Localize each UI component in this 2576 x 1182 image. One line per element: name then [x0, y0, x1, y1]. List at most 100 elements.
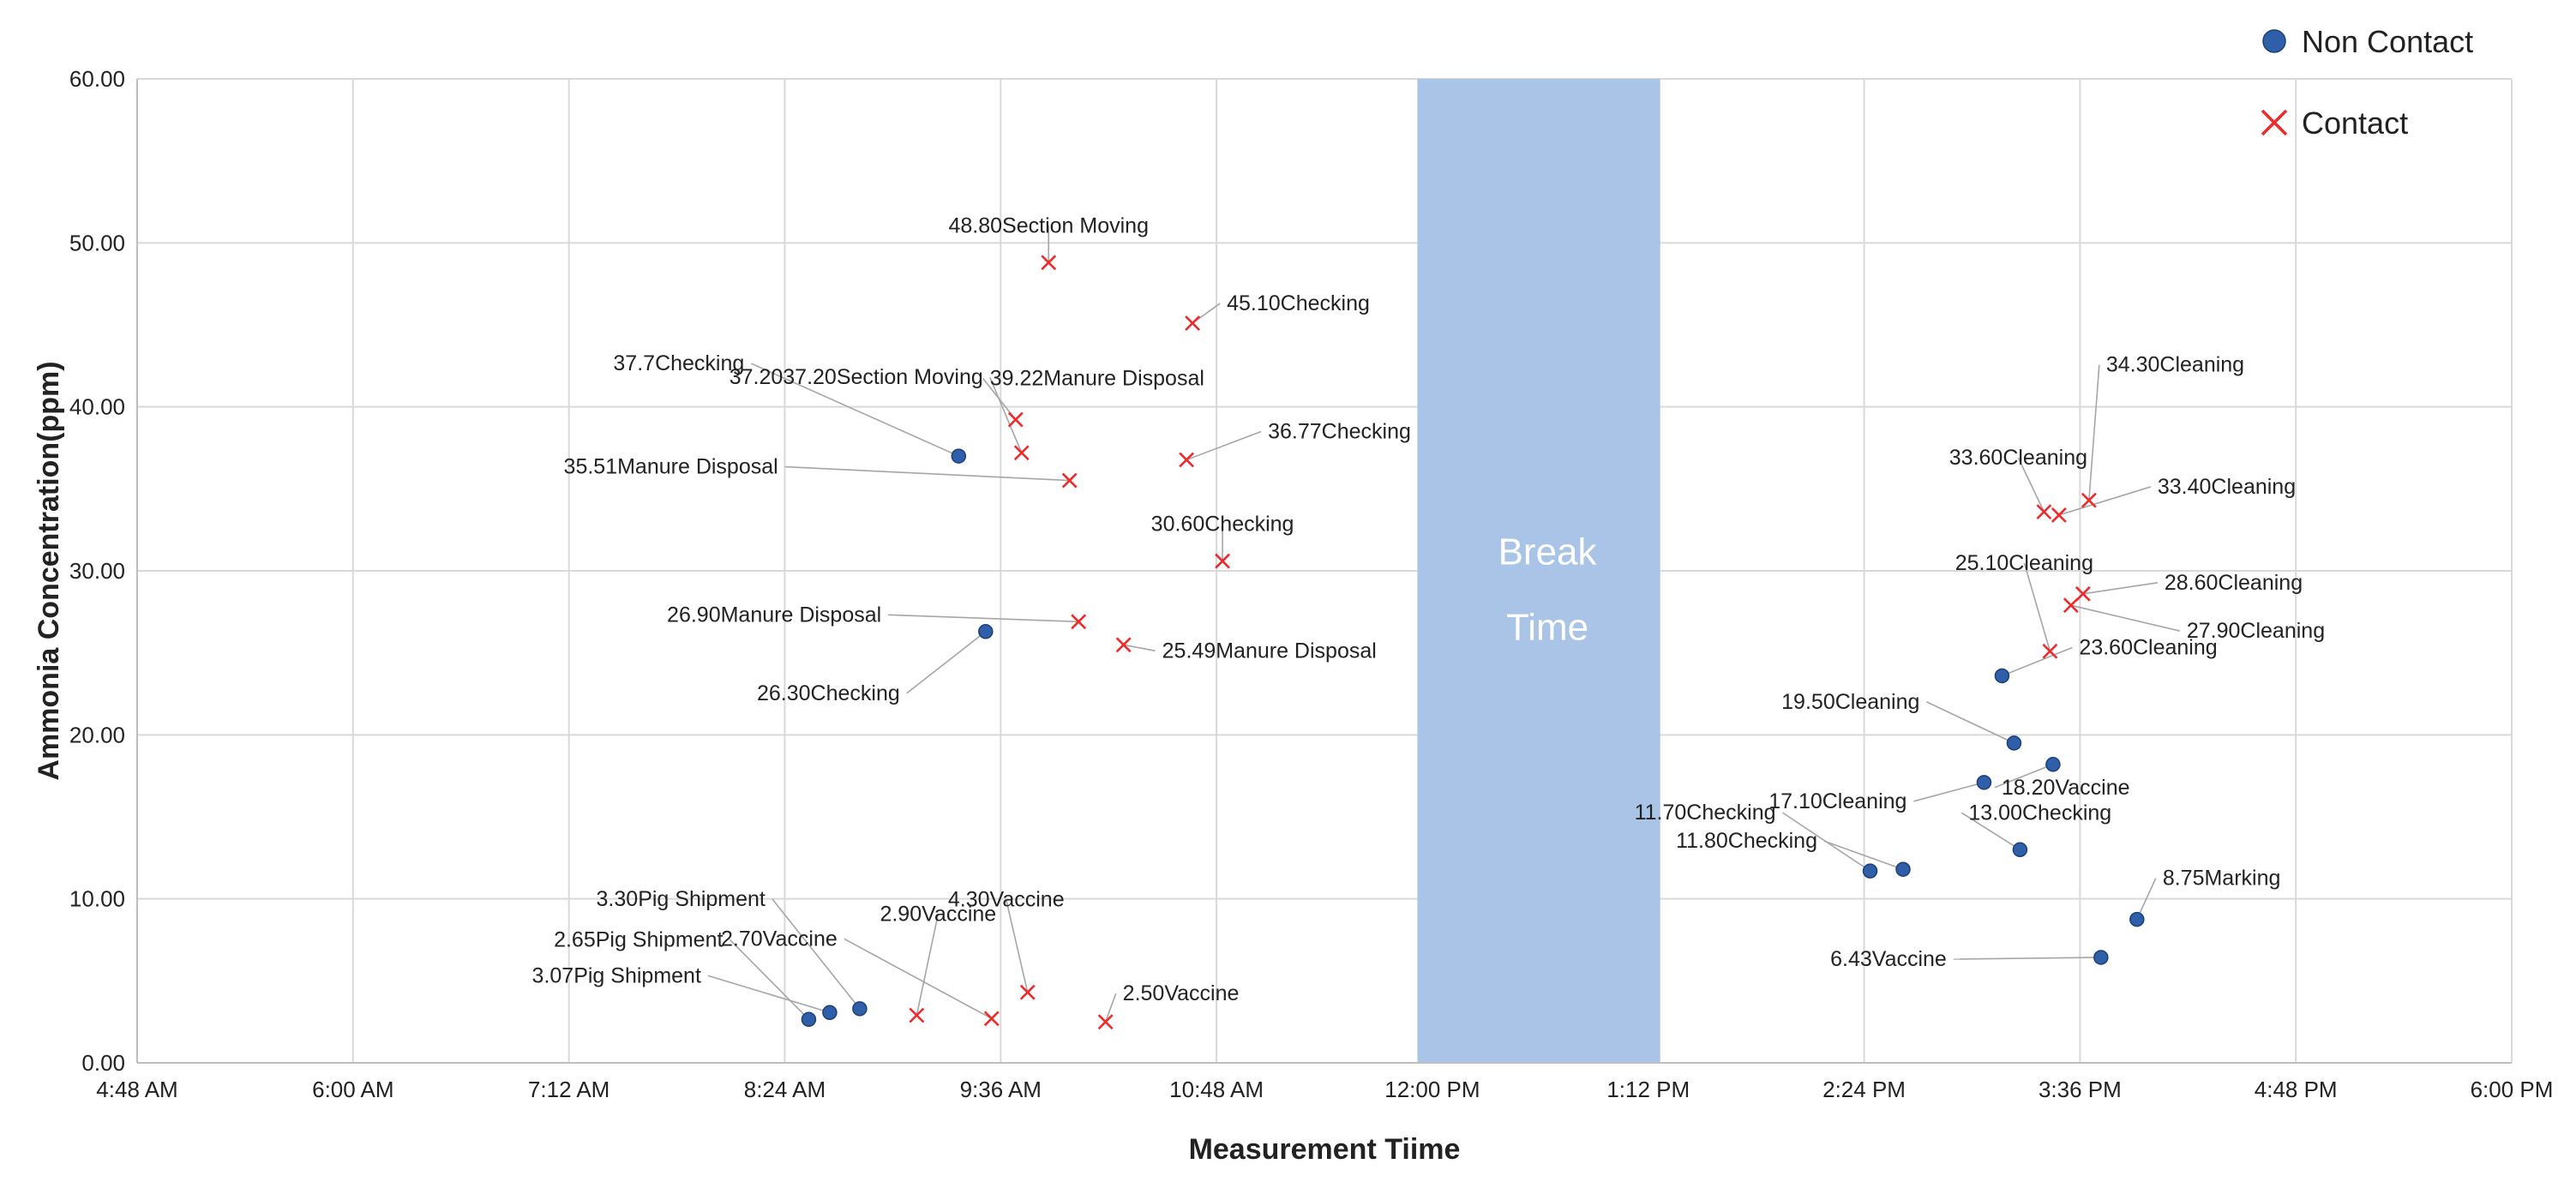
data-points [801, 255, 2145, 1030]
x-tick-label-7: 1:12 PM [1606, 1077, 1690, 1102]
leader-line [2023, 562, 2051, 651]
contact-label-12: 2.50Vaccine [1123, 981, 1240, 1005]
leader-line [729, 939, 810, 1020]
point-non-contact-4 [852, 1001, 868, 1017]
x-tick-label-8: 2:24 PM [1822, 1077, 1906, 1102]
leader-line [1953, 957, 2101, 960]
leader-line [1926, 701, 2015, 744]
contact-label-10: 2.70Vaccine [721, 927, 838, 951]
point-contact-2 [1007, 411, 1024, 428]
leader-line [2070, 604, 2181, 632]
point-contact-10 [983, 1011, 1000, 1027]
x-tick-label-2: 7:12 AM [528, 1077, 609, 1102]
y-tick-label-5: 50.00 [69, 230, 125, 255]
x-tick-labels: 4:48 AM 6:00 AM 7:12 AM 8:24 AM 9:36 AM 10:48… [96, 1077, 2553, 1102]
leader-line [989, 376, 1023, 453]
point-non-contact-6 [2006, 735, 2022, 751]
non-contact-label-10: 11.80Checking [1676, 829, 1817, 853]
non-contact-label-1: 26.30Checking [757, 681, 900, 705]
non-contact-label-13: 6.43Vaccine [1830, 947, 1947, 971]
x-axis-title: Measurement Tiime [1189, 1133, 1461, 1166]
point-contact-11 [1019, 984, 1036, 1000]
axes [136, 79, 2512, 1064]
y-tick-label-6: 60.00 [69, 66, 125, 92]
legend-marker-non-contact [2262, 29, 2286, 53]
point-contact-15 [2081, 492, 2097, 508]
leader-line [1186, 430, 1262, 461]
point-contact-0 [1041, 255, 1057, 271]
leader-line [1994, 764, 2054, 789]
y-tick-label-2: 20.00 [69, 722, 125, 747]
x-tick-label-4: 9:36 AM [960, 1077, 1042, 1102]
leader-line [888, 614, 1079, 623]
point-non-contact-1 [978, 624, 994, 639]
legend: Non Contact Contact [2261, 24, 2473, 141]
point-contact-18 [2042, 643, 2058, 659]
point-contact-6 [1215, 553, 1231, 569]
y-tick-label-4: 40.00 [69, 394, 125, 420]
y-axis-title: Ammonia Concentration(ppm) [33, 361, 65, 780]
x-tick-label-6: 12:00 PM [1384, 1077, 1480, 1102]
contact-label-2: 39.22Manure Disposal [990, 367, 1204, 391]
contact-label-7: 26.90Manure Disposal [667, 603, 881, 627]
non-contact-label-5: 23.60Cleaning [2079, 635, 2217, 659]
leader-line [1005, 899, 1029, 993]
leader-line [1823, 840, 1904, 870]
contact-label-6: 30.60Checking [1151, 513, 1294, 537]
x-tick-label-10: 4:48 PM [2255, 1077, 2338, 1102]
point-non-contact-9 [2012, 842, 2028, 858]
point-contact-5 [1179, 452, 1195, 468]
leader-line [1104, 993, 1117, 1023]
leader-line [1782, 812, 1870, 872]
point-contact-9 [909, 1007, 925, 1023]
leader-line [772, 898, 861, 1010]
break-time-band [1417, 79, 1660, 1063]
non-contact-label-12: 8.75Marking [2163, 867, 2281, 891]
non-contact-label-3: 3.07Pig Shipment [532, 963, 701, 987]
point-non-contact-12 [2129, 911, 2145, 927]
leader-line [2058, 486, 2152, 516]
y-tick-label-3: 30.00 [69, 558, 125, 584]
contact-label-15: 34.30Cleaning [2106, 353, 2244, 377]
leader-line [707, 975, 831, 1014]
point-non-contact-8 [1976, 775, 1992, 790]
leader-line [1961, 812, 2021, 850]
contact-label-5: 36.77Checking [1268, 419, 1411, 443]
leader-line [2136, 878, 2157, 920]
non-contact-label-7: 18.20Vaccine [2002, 776, 2130, 800]
contact-label-16: 28.60Cleaning [2165, 571, 2303, 595]
break-time-label-line2: Time [1506, 606, 1588, 648]
point-non-contact-13 [2093, 950, 2109, 965]
y-tick-labels: 0.00 10.00 20.00 30.00 40.00 50.00 60.00 [69, 66, 125, 1076]
non-contact-label-11: 11.70Checking [1635, 801, 1776, 825]
non-contact-label-2: 2.65Pig Shipment [554, 927, 723, 951]
x-tick-label-9: 3:36 PM [2039, 1077, 2122, 1102]
leader-line [844, 938, 993, 1020]
point-contact-4 [1061, 472, 1078, 489]
y-tick-label-0: 0.00 [81, 1050, 125, 1076]
contact-label-14: 33.40Cleaning [2158, 475, 2296, 499]
point-contact-1 [1185, 315, 1201, 332]
point-contact-7 [1071, 614, 1087, 630]
contact-label-8: 25.49Manure Disposal [1162, 639, 1377, 663]
label-leader-lines [707, 225, 2181, 1023]
point-contact-12 [1097, 1014, 1114, 1030]
leader-line [906, 631, 987, 694]
contact-label-11: 4.30Vaccine [948, 888, 1065, 912]
leader-line [2088, 364, 2100, 501]
x-tick-label-11: 6:00 PM [2471, 1077, 2554, 1102]
point-non-contact-5 [1994, 668, 2010, 684]
point-non-contact-7 [2045, 757, 2061, 772]
legend-label-non-contact: Non Contact [2302, 24, 2473, 59]
point-contact-16 [2075, 585, 2091, 602]
leader-line [2017, 457, 2045, 513]
leader-line [2082, 581, 2158, 595]
non-contact-label-9: 13.00Checking [1968, 801, 2111, 825]
y-tick-label-1: 10.00 [69, 886, 125, 912]
point-non-contact-0 [951, 448, 967, 464]
contact-label-17: 27.90Cleaning [2187, 619, 2325, 643]
contact-label-4: 35.51Manure Disposal [564, 455, 778, 479]
leader-line [916, 914, 940, 1016]
point-contact-17 [2063, 597, 2079, 614]
